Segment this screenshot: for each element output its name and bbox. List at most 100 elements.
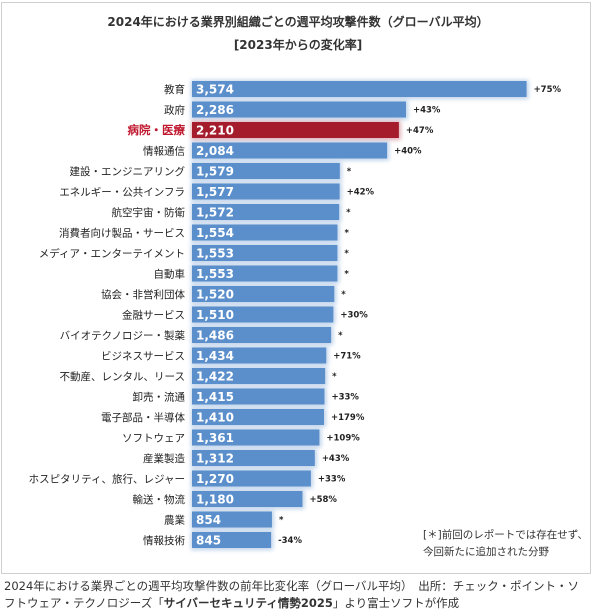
bar	[192, 511, 272, 528]
chart-subtitle: [2023年からの変化率]	[234, 37, 362, 52]
bar	[192, 81, 527, 97]
value-label: 1,520	[196, 288, 234, 302]
value-label: 1,180	[196, 493, 234, 507]
chart-title: 2024年における業界別組織ごとの週平均攻撃件数（グローバル平均）	[107, 14, 488, 29]
value-label: 1,579	[196, 165, 234, 179]
caption-report-title: サイバーセキュリティ情勢2025	[163, 596, 333, 610]
change-label: +33%	[331, 393, 359, 403]
change-label: *	[347, 167, 352, 177]
bar	[192, 265, 338, 282]
bar	[192, 224, 338, 241]
value-label: 854	[196, 513, 221, 527]
category-label: 産業製造	[143, 452, 185, 465]
change-label: +109%	[326, 434, 360, 444]
bar	[192, 532, 272, 548]
value-label: 2,286	[196, 103, 234, 117]
value-label: 1,577	[196, 185, 234, 199]
bar	[192, 450, 315, 466]
value-label: 1,572	[196, 206, 234, 220]
bar	[192, 183, 340, 200]
bar	[192, 122, 399, 138]
value-label: 1,422	[196, 370, 234, 384]
change-label: +43%	[413, 106, 441, 116]
category-label: 建設・エンジニアリング	[70, 165, 186, 178]
change-label: *	[332, 372, 337, 382]
value-label: 1,434	[196, 349, 234, 363]
change-label: +33%	[318, 475, 346, 485]
chart-frame: 2024年における業界別組織ごとの週平均攻撃件数（グローバル平均） [2023年…	[1, 2, 591, 574]
value-label: 1,486	[196, 329, 234, 343]
bar	[192, 429, 320, 446]
category-label: ソフトウェア	[122, 433, 185, 445]
change-label: *	[346, 208, 351, 218]
bar	[192, 163, 340, 179]
change-label: *	[344, 249, 349, 259]
bar	[192, 142, 388, 159]
change-label: +47%	[406, 126, 434, 136]
value-label: 1,312	[196, 452, 234, 466]
change-label: +58%	[309, 495, 337, 505]
category-label: 病院・医療	[128, 123, 186, 137]
value-label: 1,410	[196, 411, 234, 425]
note-line-2: 今回新たに追加された分野	[423, 545, 549, 558]
category-label: ホスピタリティ、旅行、レジャー	[29, 473, 185, 486]
bar	[192, 204, 340, 220]
category-label: 情報通信	[143, 145, 185, 158]
value-label: 2,210	[196, 124, 234, 138]
bar	[192, 409, 324, 425]
category-label: 教育	[164, 83, 185, 96]
caption-tail: 」より富士ソフトが作成	[332, 596, 460, 610]
category-label: 金融サービス	[122, 309, 185, 322]
category-label: 政府	[164, 104, 185, 117]
bar	[192, 368, 326, 384]
category-label: 卸売・流通	[133, 391, 186, 404]
bar-group: 教育 3,574 +75% 政府 2,286 +43% 病院・医療 2,210 +47% 情報通信…	[29, 80, 562, 550]
category-label: 情報技術	[143, 534, 185, 547]
category-label: 輸送・物流	[133, 493, 186, 506]
value-label: 845	[196, 534, 221, 548]
bar	[192, 491, 303, 507]
bar-chart: 2024年における業界別組織ごとの週平均攻撃件数（グローバル平均） [2023年…	[29, 14, 588, 558]
figure-caption: 2024年における業界ごとの週平均攻撃件数の前年比変化率（グローバル平均） 出所…	[4, 578, 590, 612]
bar	[192, 306, 334, 323]
category-label: バイオテクノロジー・製薬	[60, 329, 186, 342]
change-label: +75%	[534, 85, 562, 95]
change-label: *	[344, 229, 349, 239]
value-label: 1,554	[196, 226, 234, 240]
category-label: メディア・エンターテイメント	[39, 247, 185, 260]
bar	[192, 101, 406, 118]
caption-text: 2024年における業界ごとの週平均攻撃件数の前年比変化率（グローバル平均） 出所…	[4, 579, 580, 610]
change-label: *	[338, 331, 343, 341]
change-label: +30%	[340, 311, 368, 321]
category-label: 電子部品・半導体	[101, 411, 185, 424]
category-label: 農業	[164, 514, 185, 527]
change-label: *	[344, 270, 349, 280]
category-label: ビジネスサービス	[101, 351, 185, 363]
bar	[192, 470, 311, 487]
bar	[192, 286, 335, 302]
change-label: -34%	[278, 536, 302, 546]
change-label: +43%	[322, 454, 350, 464]
category-label: 協会・非営利団体	[101, 288, 185, 301]
change-label: +71%	[333, 352, 361, 362]
change-label: +42%	[347, 188, 375, 198]
category-label: 不動産、レンタル、リース	[60, 370, 185, 383]
change-label: *	[279, 516, 284, 526]
change-label: *	[341, 290, 346, 300]
change-label: +179%	[331, 413, 365, 423]
category-label: エネルギー・公共インフラ	[59, 187, 185, 199]
value-label: 2,084	[196, 144, 234, 158]
category-label: 消費者向け製品・サービス	[59, 227, 185, 240]
value-label: 1,270	[196, 472, 234, 486]
value-label: 1,553	[196, 267, 234, 281]
note-line-1: [＊]前回のレポートでは存在せず、	[423, 528, 588, 541]
value-label: 1,510	[196, 308, 234, 322]
bar	[192, 347, 327, 364]
category-label: 自動車	[154, 268, 186, 281]
bar	[192, 388, 325, 405]
value-label: 1,553	[196, 247, 234, 261]
change-label: +40%	[394, 147, 422, 157]
value-label: 1,415	[196, 390, 234, 404]
value-label: 3,574	[196, 83, 234, 97]
category-label: 航空宇宙・防衛	[112, 206, 186, 219]
